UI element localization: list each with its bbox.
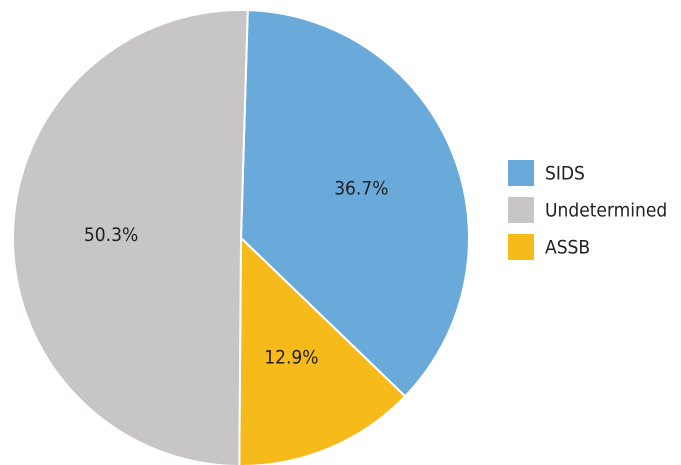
legend-swatch	[508, 234, 534, 260]
slice-label: 12.9%	[264, 346, 318, 368]
legend-label: SIDS	[545, 163, 585, 185]
legend-swatch	[508, 197, 534, 223]
legend-swatch	[508, 160, 534, 186]
pie-slice	[12, 9, 249, 465]
pie-slice	[239, 9, 470, 398]
slice-label: 36.7%	[334, 177, 388, 199]
slice-label: 50.3%	[84, 224, 138, 246]
legend-label: Undetermined	[545, 200, 667, 222]
pie-slice	[238, 235, 407, 465]
legend-label: ASSB	[545, 237, 590, 259]
